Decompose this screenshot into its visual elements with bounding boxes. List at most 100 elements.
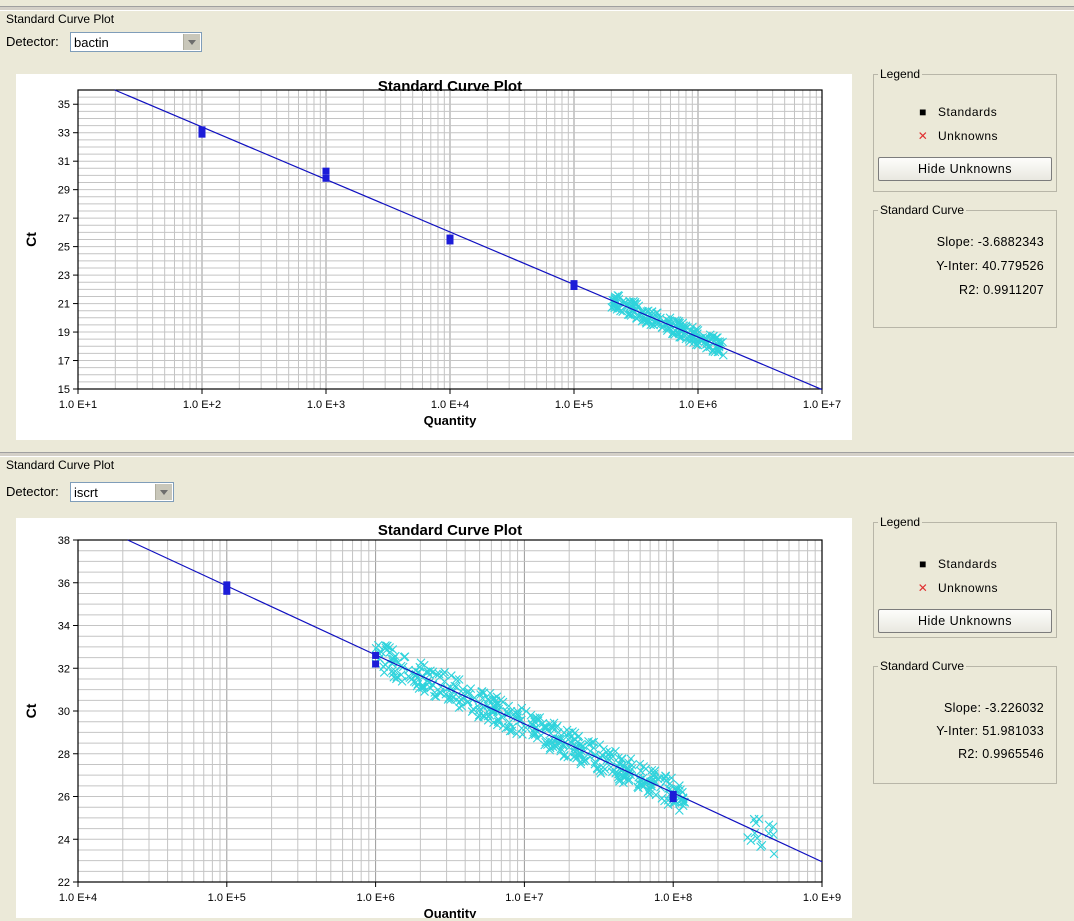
y-tick-label: 35 bbox=[58, 99, 70, 111]
unknown-point bbox=[623, 310, 633, 320]
unknown-point bbox=[764, 820, 774, 830]
standard-curve-title: Standard Curve bbox=[878, 203, 967, 217]
unknown-point bbox=[650, 766, 660, 776]
detector-select[interactable]: bactin bbox=[70, 32, 202, 52]
unknown-point bbox=[404, 671, 414, 681]
unknown-point bbox=[674, 806, 684, 815]
unknown-point bbox=[630, 298, 639, 308]
detector-select[interactable]: iscrt bbox=[70, 482, 174, 502]
y-tick-label: 31 bbox=[58, 156, 70, 168]
legend-standards: ■ Standards bbox=[919, 557, 998, 571]
panel-header: Standard Curve Plot bbox=[6, 12, 115, 26]
standard-point bbox=[446, 237, 454, 245]
square-icon: ■ bbox=[919, 557, 927, 571]
panel-header: Standard Curve Plot bbox=[6, 458, 115, 472]
panel-separator bbox=[0, 6, 1074, 11]
unknown-point bbox=[392, 672, 402, 682]
unknown-point bbox=[527, 720, 537, 730]
standard-point bbox=[669, 795, 677, 803]
unknown-point bbox=[574, 731, 584, 741]
unknown-point bbox=[638, 780, 648, 790]
unknown-point bbox=[428, 667, 438, 677]
unknown-point bbox=[613, 291, 623, 300]
unknown-point bbox=[718, 350, 728, 360]
unknown-point bbox=[420, 687, 429, 696]
unknown-point bbox=[440, 677, 449, 686]
unknown-point bbox=[660, 796, 669, 806]
unknown-point bbox=[625, 309, 635, 319]
y-tick-label: 15 bbox=[58, 384, 70, 396]
unknown-point bbox=[532, 722, 542, 732]
unknown-point bbox=[521, 706, 531, 716]
x-tick-label: 1.0 E+7 bbox=[505, 892, 543, 904]
hide-unknowns-button[interactable]: Hide Unknowns bbox=[878, 157, 1052, 181]
unknown-point bbox=[399, 652, 409, 662]
y-axis-label: Ct bbox=[23, 703, 39, 718]
legend-group: Legend ■ Standards ✕ Unknowns Hide Unkno… bbox=[873, 515, 1057, 638]
unknown-point bbox=[769, 849, 779, 859]
x-tick-label: 1.0 E+3 bbox=[307, 399, 345, 411]
unknown-point bbox=[649, 771, 658, 781]
unknown-point bbox=[454, 675, 464, 684]
unknown-point bbox=[556, 744, 566, 754]
standard-curve-chart: Standard Curve Plot 15 17 19 21 23 25 27 29 31 33 3… bbox=[23, 78, 841, 428]
hide-unknowns-button[interactable]: Hide Unknowns bbox=[878, 609, 1052, 633]
unknown-point bbox=[448, 692, 458, 702]
legend-unknowns: ✕ Unknowns bbox=[918, 129, 998, 143]
unknown-point bbox=[418, 682, 427, 692]
unknown-point bbox=[584, 740, 594, 749]
unknown-point bbox=[667, 773, 676, 783]
unknown-point bbox=[627, 760, 637, 770]
standard-curve-chart: Standard Curve Plot 22 24 26 28 30 32 34 36 38 1.0… bbox=[23, 522, 841, 921]
chevron-down-icon[interactable] bbox=[183, 34, 200, 50]
y-axis-label: Ct bbox=[23, 232, 39, 247]
unknown-point bbox=[468, 704, 478, 714]
legend-title: Legend bbox=[878, 515, 923, 529]
unknown-point bbox=[512, 729, 521, 739]
unknown-point bbox=[579, 753, 589, 763]
unknown-point bbox=[532, 713, 542, 723]
y-tick-label: 17 bbox=[58, 356, 70, 368]
unknown-point bbox=[456, 695, 466, 705]
unknown-point bbox=[385, 643, 394, 652]
detector-label: Detector: bbox=[6, 34, 59, 49]
x-tick-label: 1.0 E+9 bbox=[803, 892, 841, 904]
unknown-point bbox=[430, 691, 439, 701]
standard-curve-group: Standard Curve Slope: -3.6882343 Y-Inter… bbox=[873, 203, 1057, 328]
unknown-point bbox=[653, 774, 663, 784]
unknown-point bbox=[564, 742, 574, 752]
unknown-point bbox=[389, 672, 399, 682]
standard-point bbox=[322, 174, 330, 182]
unknown-point bbox=[478, 694, 487, 703]
x-tick-label: 1.0 E+6 bbox=[679, 399, 717, 411]
x-tick-label: 1.0 E+4 bbox=[59, 892, 97, 904]
standard-curve-panel-2: Standard Curve Plot Detector: iscrt Stan… bbox=[0, 448, 1074, 921]
legend-standards-label: Standards bbox=[938, 557, 998, 571]
y-tick-label: 23 bbox=[58, 270, 70, 282]
y-tick-label: 22 bbox=[58, 877, 70, 889]
unknown-point bbox=[512, 706, 522, 716]
unknown-point bbox=[390, 651, 400, 661]
panel-separator bbox=[0, 452, 1074, 457]
unknown-point bbox=[648, 320, 658, 330]
unknown-point bbox=[592, 763, 602, 773]
unknown-point bbox=[645, 789, 654, 799]
unknown-point bbox=[678, 797, 687, 807]
unknown-point bbox=[434, 669, 444, 679]
unknown-point bbox=[769, 830, 778, 840]
unknown-point bbox=[752, 833, 762, 843]
chart-title: Standard Curve Plot bbox=[378, 78, 522, 95]
unknown-point bbox=[637, 780, 646, 789]
unknown-point bbox=[490, 694, 499, 703]
chart-area: Standard Curve Plot 22 24 26 28 30 32 34 36 38 1.0… bbox=[16, 518, 852, 921]
unknown-point bbox=[632, 313, 641, 323]
y-tick-label: 19 bbox=[58, 327, 70, 339]
unknown-point bbox=[387, 666, 397, 676]
unknown-point bbox=[768, 822, 778, 832]
unknown-point bbox=[624, 774, 634, 784]
standard-point bbox=[198, 130, 206, 138]
standards-series bbox=[223, 581, 677, 803]
chevron-down-icon[interactable] bbox=[155, 484, 172, 500]
standard-point bbox=[372, 651, 380, 659]
x-tick-label: 1.0 E+5 bbox=[555, 399, 593, 411]
